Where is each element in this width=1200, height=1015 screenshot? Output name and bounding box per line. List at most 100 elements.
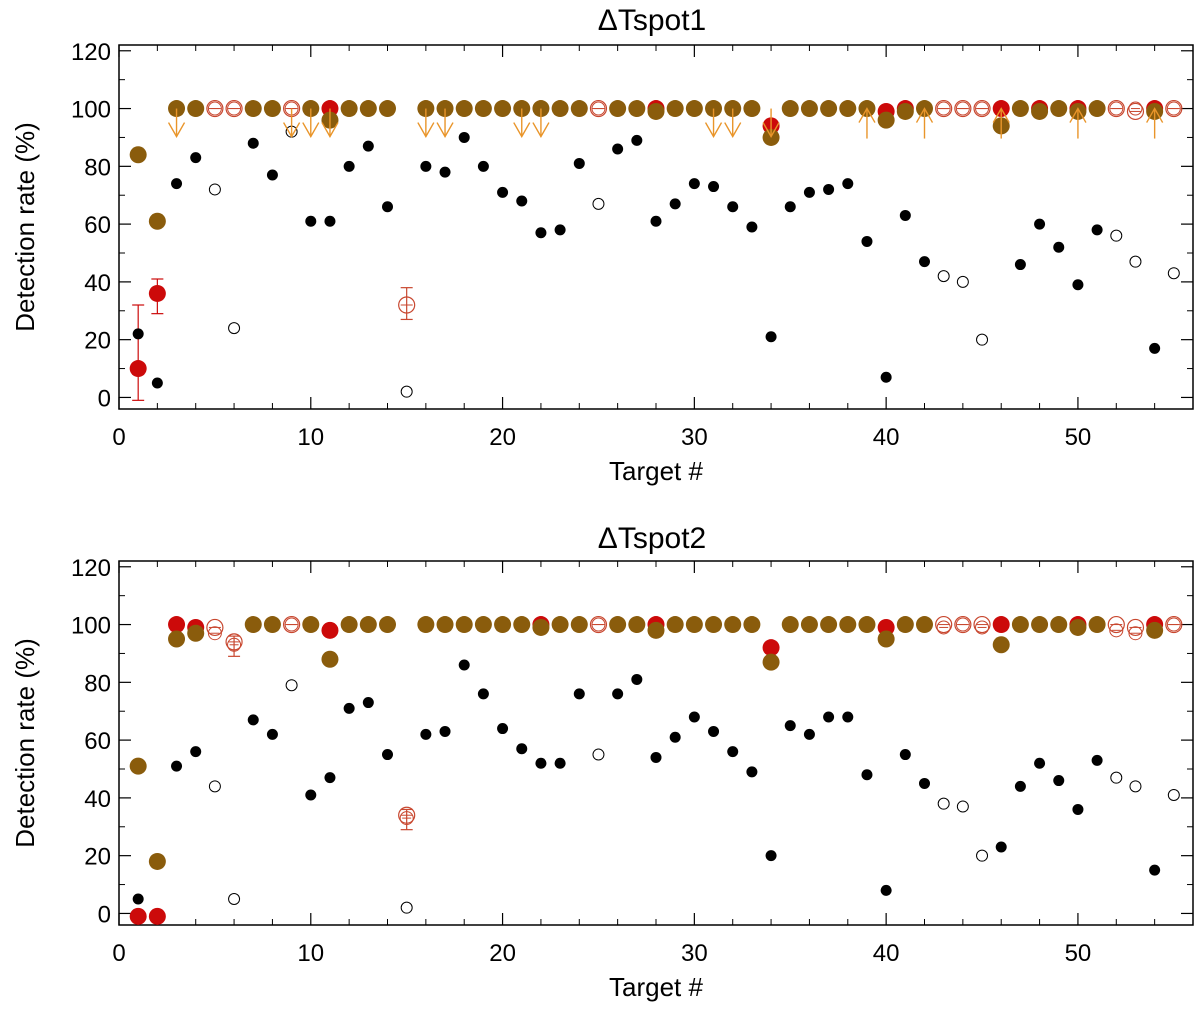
black-filled-point — [612, 688, 624, 700]
black-filled-point — [708, 181, 720, 193]
red-filled-point — [148, 907, 166, 925]
brown-filled-point — [685, 100, 703, 118]
brown-open-point — [955, 101, 970, 116]
black-filled-point — [919, 256, 930, 268]
y-tick-label: 100 — [71, 613, 111, 640]
brown-filled-point — [820, 100, 838, 118]
black-filled-point — [305, 215, 317, 227]
black-filled-point — [919, 777, 930, 789]
y-tick-label: 60 — [84, 728, 111, 755]
upper-limit-arrow — [417, 108, 435, 138]
black-filled-point — [324, 215, 336, 227]
red-open-point — [225, 99, 243, 118]
black-open-point — [400, 385, 413, 398]
black-open-point — [937, 797, 950, 810]
x-tick-label: 20 — [489, 424, 516, 451]
arrow-head — [1146, 107, 1164, 123]
black-filled-point — [1072, 279, 1084, 291]
black-filled-point — [650, 215, 662, 227]
black-filled-point — [842, 711, 854, 723]
brown-filled-point — [474, 100, 492, 118]
brown-filled-point — [800, 100, 818, 118]
brown-filled-point — [532, 618, 550, 636]
black-filled-point — [497, 723, 509, 735]
red-filled-point — [762, 639, 780, 657]
brown-filled-point — [263, 616, 281, 634]
black-filled-point — [1034, 757, 1046, 769]
data-marks — [129, 99, 1183, 401]
red-open-point — [954, 615, 972, 634]
black-filled-point — [1091, 224, 1103, 236]
black-filled-point — [343, 702, 355, 714]
brown-filled-point — [1088, 100, 1106, 118]
brown-filled-point — [896, 616, 914, 634]
black-open-point — [1110, 771, 1123, 784]
black-filled-point — [266, 169, 278, 181]
brown-filled-point — [1031, 102, 1049, 120]
red-filled-point — [129, 360, 147, 378]
red-filled-point — [168, 616, 186, 634]
red-open-point — [206, 618, 224, 637]
red-open-point — [1126, 102, 1145, 121]
brown-open-point — [975, 620, 990, 635]
x-tick-label: 20 — [489, 940, 516, 967]
y-tick-label: 40 — [84, 270, 111, 297]
black-filled-point — [516, 743, 528, 755]
black-open-point — [1167, 789, 1180, 801]
black-filled-point — [573, 157, 585, 169]
brown-filled-point — [1088, 616, 1106, 634]
x-tick-label: 0 — [112, 424, 125, 451]
brown-filled-point — [877, 111, 895, 129]
black-filled-point — [132, 328, 144, 340]
brown-filled-point — [647, 102, 665, 120]
black-open-point — [592, 748, 605, 761]
red-open-point — [973, 615, 991, 634]
black-filled-point — [439, 725, 451, 737]
brown-open-point — [1109, 101, 1124, 116]
brown-filled-point — [187, 624, 205, 642]
red-open-point — [398, 806, 416, 824]
brown-filled-point — [992, 636, 1010, 654]
upper-limit-arrow — [436, 108, 454, 138]
black-filled-point — [324, 772, 336, 784]
brown-filled-point — [148, 852, 166, 870]
black-filled-point — [151, 377, 163, 389]
y-tick-label: 0 — [98, 385, 111, 412]
black-filled-point — [669, 731, 681, 743]
brown-filled-point — [839, 616, 857, 634]
brown-open-point — [207, 626, 222, 641]
black-filled-point — [650, 751, 662, 763]
black-filled-point — [1014, 780, 1026, 792]
black-open-point — [592, 197, 605, 210]
y-tick-label: 20 — [84, 844, 111, 871]
black-filled-point — [1014, 259, 1026, 271]
brown-filled-point — [877, 630, 895, 648]
plot-frame — [118, 560, 1194, 926]
black-filled-point — [382, 749, 393, 761]
brown-filled-point — [1050, 616, 1068, 634]
upper-limit-arrow — [167, 108, 186, 138]
arrow-head — [321, 122, 339, 138]
black-open-point — [1129, 780, 1142, 793]
red-open-point — [589, 615, 608, 634]
arrow-head — [724, 122, 742, 138]
brown-open-point — [955, 617, 970, 632]
red-filled-point — [148, 284, 166, 302]
brown-filled-point — [340, 100, 358, 118]
upper-limit-arrow — [762, 108, 780, 138]
data-marks — [129, 615, 1183, 925]
black-filled-point — [784, 201, 796, 213]
black-filled-point — [708, 725, 720, 737]
black-open-point — [956, 800, 969, 813]
brown-filled-point — [1069, 618, 1087, 636]
brown-filled-point — [359, 100, 377, 118]
black-open-point — [937, 270, 950, 283]
black-open-point — [1129, 255, 1142, 268]
y-tick-label: 80 — [84, 154, 111, 181]
brown-filled-point — [168, 630, 186, 648]
arrow-head — [858, 107, 876, 123]
black-filled-point — [746, 221, 758, 233]
brown-open-point — [227, 101, 242, 116]
arrow-head — [302, 122, 320, 138]
